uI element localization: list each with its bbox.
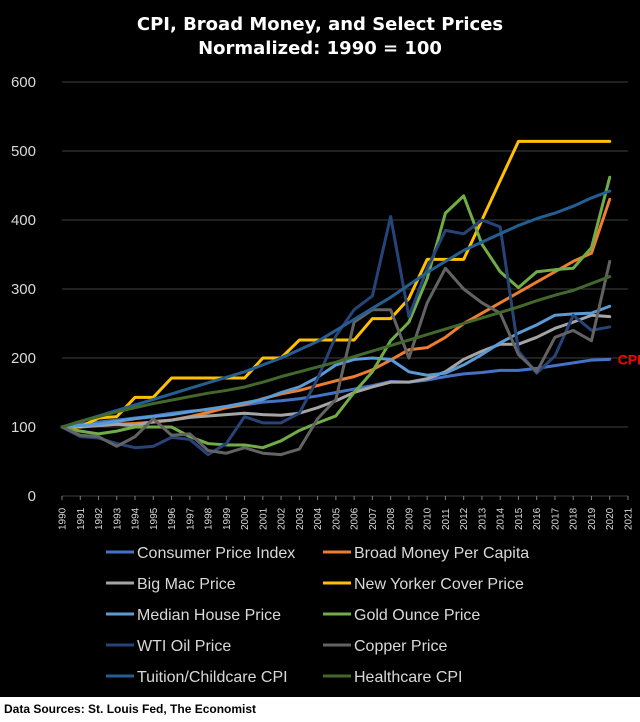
legend-entry: Gold Ounce Price xyxy=(354,607,480,624)
legend-entry: Copper Price xyxy=(354,638,447,655)
gridlines xyxy=(62,81,628,497)
annotations: CPI xyxy=(618,351,640,367)
legend: Consumer Price Index Broad Money Per Capi… xyxy=(106,545,529,686)
x-tick-label: 1996 xyxy=(167,507,178,530)
chart-subtitle: Normalized: 1990 = 100 xyxy=(198,38,442,59)
x-tick-label: 2005 xyxy=(331,507,342,530)
x-tick-label: 2004 xyxy=(313,507,324,530)
y-tick-label: 0 xyxy=(28,488,36,505)
series-line-8 xyxy=(60,189,612,429)
series-line-7 xyxy=(60,259,612,457)
legend-entry: Consumer Price Index xyxy=(137,545,295,562)
x-tick-label: 1993 xyxy=(112,507,123,530)
x-tick-label: 2000 xyxy=(240,507,251,530)
x-tick-label: 1991 xyxy=(76,507,87,530)
line-chart: CPI, Broad Money, and Select Prices Norm… xyxy=(11,14,640,686)
y-tick-label: 200 xyxy=(11,350,36,367)
cpi-annotation: CPI xyxy=(618,351,640,367)
x-tick-label: 2007 xyxy=(368,507,379,530)
x-tick-label: 2006 xyxy=(350,507,361,530)
legend-entry: Big Mac Price xyxy=(137,576,236,593)
legend-entry: New Yorker Cover Price xyxy=(354,576,524,593)
x-tick-label: 2003 xyxy=(295,507,306,530)
y-tick-label: 500 xyxy=(11,143,36,160)
x-tick-label: 2019 xyxy=(587,507,598,530)
x-tick-label: 1990 xyxy=(58,507,69,530)
legend-entry: Median House Price xyxy=(137,607,281,624)
x-tick-label: 2017 xyxy=(550,507,561,530)
y-axis: 0 100 200 300 400 500 600 xyxy=(11,74,36,505)
series-line-5 xyxy=(60,175,612,450)
x-tick-label: 2002 xyxy=(277,507,288,530)
x-tick-label: 2014 xyxy=(496,507,507,530)
y-tick-label: 300 xyxy=(11,281,36,298)
x-tick-label: 1995 xyxy=(149,507,160,530)
y-tick-label: 600 xyxy=(11,74,36,91)
chart-title: CPI, Broad Money, and Select Prices xyxy=(137,14,503,35)
x-tick-label: 2020 xyxy=(605,507,616,530)
x-tick-label: 2013 xyxy=(477,507,488,530)
x-tick-label: 2011 xyxy=(441,508,452,530)
series-line-9 xyxy=(60,275,612,429)
x-tick-label: 2015 xyxy=(514,507,525,530)
x-axis: 1990 1991 1992 1993 1994 1995 1996 1997 1998 1999… xyxy=(58,496,635,530)
x-tick-label: 1992 xyxy=(94,507,105,530)
x-tick-label: 2021 xyxy=(624,507,635,530)
x-tick-label: 1999 xyxy=(222,507,233,530)
x-tick-label: 1994 xyxy=(131,507,142,530)
x-tick-label: 2016 xyxy=(532,507,543,530)
x-tick-label: 2012 xyxy=(459,507,470,530)
legend-entry: Broad Money Per Capita xyxy=(354,545,529,562)
x-tick-label: 2009 xyxy=(404,507,415,530)
x-tick-label: 2010 xyxy=(423,507,434,530)
source-note: Data Sources: St. Louis Fed, The Economi… xyxy=(4,702,257,716)
series-line-4 xyxy=(60,304,612,429)
series-lines xyxy=(60,139,612,457)
legend-entry: Tuition/Childcare CPI xyxy=(137,669,288,686)
series-line-3 xyxy=(60,139,612,429)
legend-entry: WTI Oil Price xyxy=(137,638,231,655)
y-tick-label: 100 xyxy=(11,419,36,436)
x-tick-label: 1997 xyxy=(185,507,196,530)
legend-entry: Healthcare CPI xyxy=(354,669,463,686)
x-tick-label: 2018 xyxy=(569,507,580,530)
y-tick-label: 400 xyxy=(11,212,36,229)
chart-area: CPI, Broad Money, and Select Prices Norm… xyxy=(0,0,640,697)
x-tick-label: 1998 xyxy=(204,507,215,530)
x-tick-label: 2008 xyxy=(386,507,397,530)
x-tick-label: 2001 xyxy=(258,507,269,530)
